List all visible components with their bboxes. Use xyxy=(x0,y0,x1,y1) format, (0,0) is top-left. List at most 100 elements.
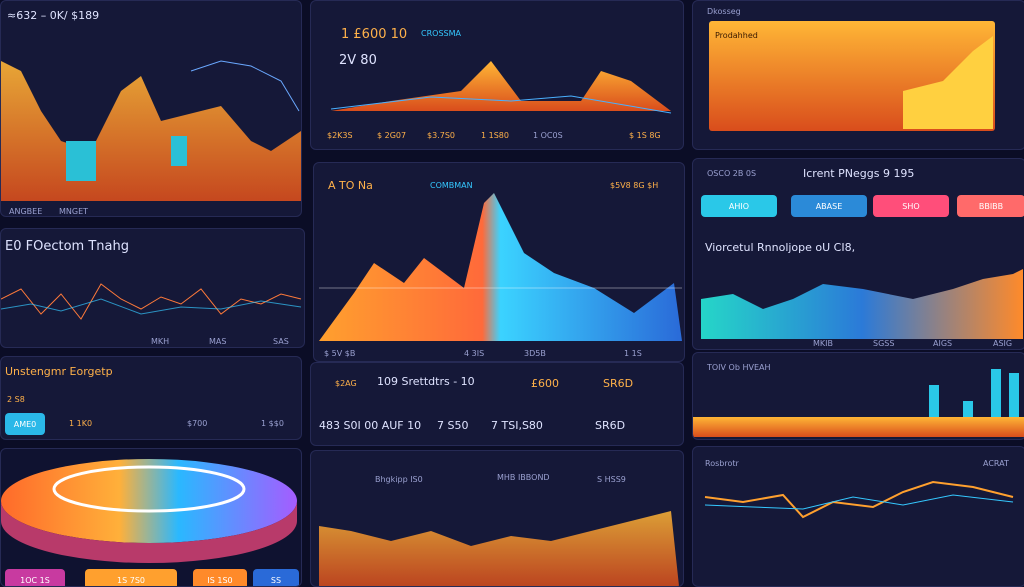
label: ASIG xyxy=(993,339,1013,348)
chart-title: Viorcetul Rnnoljope oU CI8, xyxy=(705,241,856,254)
panel: 109 Srettdtrs - 10 $2AG £600 SR6D 483 S0… xyxy=(310,362,684,446)
shape xyxy=(704,480,1014,519)
shape xyxy=(1,459,297,543)
label: $700 xyxy=(187,419,208,428)
value: SR6D xyxy=(595,419,626,432)
title: Rosbrotr xyxy=(705,459,739,468)
panel: Bhgkipp IS0 MHB IBBOND S HSS9 xyxy=(310,450,684,587)
title: E0 FOectom Tnahg xyxy=(5,239,129,254)
shape xyxy=(693,417,1024,437)
label: MAS xyxy=(209,337,227,346)
shape xyxy=(66,141,96,181)
label: 1 OC0S xyxy=(533,131,563,140)
label: SGSS xyxy=(873,339,895,348)
shape xyxy=(331,61,671,111)
shape xyxy=(330,95,672,114)
title: 1 £600 10 xyxy=(341,27,408,42)
value: S HSS9 xyxy=(597,475,626,484)
subtitle: MHB IBBOND xyxy=(497,473,550,482)
label: $3.7S0 xyxy=(427,131,455,140)
title: Unstengmr Eorgetp xyxy=(5,365,113,378)
label: MKH xyxy=(151,337,170,346)
label: ANGBEE xyxy=(9,207,43,216)
value: 2V 80 xyxy=(339,53,377,68)
panel: 1 £600 10 CROSSMA 2V 80 $2K3S $ 2G07 $3.… xyxy=(310,0,684,150)
label: 4 3IS xyxy=(464,349,485,358)
area-chart xyxy=(319,511,679,586)
pie-chart xyxy=(1,459,297,563)
label: $ 2G07 xyxy=(377,131,407,140)
value: $5V8 8G $H xyxy=(610,181,659,190)
subtitle: COMBMAN xyxy=(430,181,473,190)
shape xyxy=(190,60,300,112)
panel: OSCO 2B 0S Icrent PNeggs 9 195 AHIO ABAS… xyxy=(692,158,1024,350)
button[interactable]: 1S 7S0 xyxy=(85,569,177,586)
candle-chart xyxy=(1,283,302,320)
value: 7 TSI,S80 xyxy=(491,419,543,432)
bar-chart xyxy=(1,60,301,201)
shape xyxy=(903,36,993,129)
subtitle: ACRAT xyxy=(983,459,1009,468)
button[interactable]: BBIBB xyxy=(957,195,1024,217)
panel: 1OC 1S 1S 7S0 IS 1S0 SS xyxy=(0,448,302,587)
shape xyxy=(52,465,246,513)
label: SAS xyxy=(273,337,289,346)
subtitle: Prodahhed xyxy=(715,31,758,40)
label: 1 1K0 xyxy=(69,419,93,428)
button[interactable]: IS 1S0 xyxy=(193,569,247,586)
bar-chart xyxy=(693,369,1024,437)
label: 2 S8 xyxy=(7,395,25,404)
shape xyxy=(319,193,682,341)
panel: Dkosseg Prodahhed xyxy=(692,0,1024,150)
shape xyxy=(1,61,301,201)
label: $ 1S 8G xyxy=(629,131,661,140)
panel: ≈632 – 0K/ $189 ANGBEE MNGET xyxy=(0,0,302,217)
title: ≈632 – 0K/ $189 xyxy=(7,9,100,22)
area-chart xyxy=(709,21,995,131)
label: 1 1S xyxy=(624,349,642,358)
title: A TO Na xyxy=(328,179,373,192)
button[interactable]: SHO xyxy=(873,195,949,217)
subtitle: Icrent PNeggs 9 195 xyxy=(803,167,915,180)
panel: E0 FOectom Tnahg MKH MAS SAS xyxy=(0,228,305,348)
title: TOIV Ob HVEAH xyxy=(707,363,771,372)
shape xyxy=(1009,373,1019,417)
label: $2K3S xyxy=(327,131,353,140)
button[interactable]: 1OC 1S xyxy=(5,569,65,586)
label: 1 1S80 xyxy=(481,131,509,140)
title: Dkosseg xyxy=(707,7,741,16)
tag: $2AG xyxy=(335,379,357,388)
tag: SR6D xyxy=(603,377,634,390)
shape xyxy=(1,283,302,320)
shape xyxy=(963,401,973,417)
shape xyxy=(1,298,302,315)
panel: A TO Na COMBMAN $5V8 8G $H $ 5V $B 4 3IS… xyxy=(313,162,685,362)
button[interactable]: ABASE xyxy=(791,195,867,217)
shape xyxy=(171,136,187,166)
label: $ 5V $B xyxy=(324,349,356,358)
area-chart xyxy=(319,193,682,341)
button[interactable]: SS xyxy=(253,569,299,586)
label: MNGET xyxy=(59,207,89,216)
label: MKIB xyxy=(813,339,833,348)
button[interactable]: AHIO xyxy=(701,195,777,217)
tag: £600 xyxy=(531,377,559,390)
title: OSCO 2B 0S xyxy=(707,169,757,178)
panel: TOIV Ob HVEAH xyxy=(692,352,1024,440)
button[interactable]: AME0 xyxy=(5,413,45,435)
shape xyxy=(991,369,1001,417)
value: 483 S0I 00 AUF 10 xyxy=(319,419,422,432)
area-chart xyxy=(330,61,672,114)
shape xyxy=(701,269,1023,339)
panel: Rosbrotr ACRAT xyxy=(692,446,1024,587)
shape xyxy=(1,501,297,563)
title: 109 Srettdtrs - 10 xyxy=(377,375,475,388)
shape xyxy=(704,494,1014,510)
panel: Unstengmr Eorgetp 2 S8 AME0 1 1K0 $700 1… xyxy=(0,356,302,440)
label: 1 $$0 xyxy=(261,419,284,428)
area-chart xyxy=(701,269,1023,339)
label: AIGS xyxy=(933,339,953,348)
shape xyxy=(929,385,939,417)
title: Bhgkipp IS0 xyxy=(375,475,423,484)
